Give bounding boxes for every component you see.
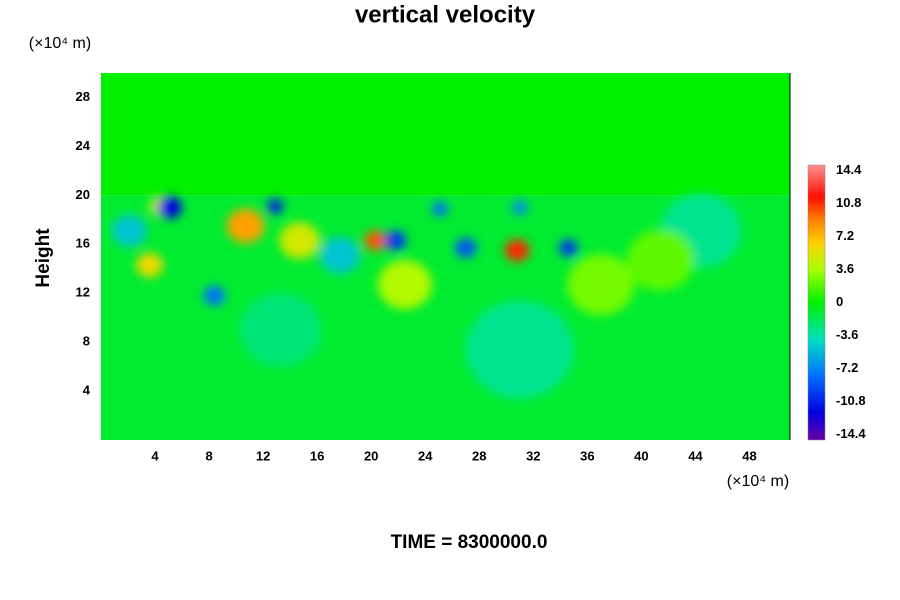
field-layer [101,73,790,196]
x-tick-label: 44 [688,448,703,463]
x-tick-label: 8 [205,448,212,463]
field-feature [567,254,635,316]
y-tick-label: 24 [76,138,91,153]
field-feature [364,230,387,251]
colorbar-tick-label: 10.8 [836,195,861,210]
field-features [111,194,742,399]
x-tick-label: 28 [472,448,486,463]
x-tick-label: 16 [310,448,324,463]
colorbar-tick-label: -3.6 [836,327,858,342]
y-tick-label: 8 [83,334,90,349]
colorbar-tick-label: 0 [836,294,843,309]
field-feature [626,229,695,291]
y-tick-label: 12 [76,285,90,300]
chart-title: vertical velocity [355,1,536,28]
field [101,73,790,440]
x-tick-label: 12 [256,448,270,463]
colorbar [807,164,826,441]
field-feature [319,236,361,274]
y-tick-label: 20 [76,187,90,202]
field-feature [136,252,164,278]
field-feature [203,285,226,306]
field-feature [511,200,528,215]
field-feature [157,196,183,219]
x-tick-label: 48 [742,448,756,463]
colorbar-tick-label: 14.4 [836,162,862,177]
field-feature [558,239,578,257]
field-feature [454,238,477,258]
colorbar-tick-label: -7.2 [836,360,858,375]
field-feature [279,222,320,259]
y-tick-label: 16 [76,236,90,251]
x-tick-label: 24 [418,448,433,463]
field-feature [111,214,147,247]
y-unit: (×10⁴ m) [29,35,91,52]
x-unit: (×10⁴ m) [727,473,789,490]
field-feature [384,230,407,251]
x-tick-label: 4 [151,448,159,463]
x-tick-label: 36 [580,448,594,463]
x-tick-label: 20 [364,448,378,463]
field-feature [267,199,284,214]
footer: TIME = 8300000.0 [391,532,548,553]
field-feature [240,293,322,367]
field-feature [377,260,432,310]
field-feature [431,201,449,217]
colorbar-tick-label: -14.4 [836,426,866,441]
field-feature [226,208,265,244]
colorbar-tick-label: 7.2 [836,228,854,243]
x-tick-label: 32 [526,448,540,463]
colorbar-tick-label: 3.6 [836,261,854,276]
y-tick-label: 4 [83,383,91,398]
y-axis-label: Height [33,228,54,288]
field-feature [465,300,574,399]
x-tick-label: 40 [634,448,648,463]
field-feature [504,239,530,262]
colorbar-tick-label: -10.8 [836,393,866,408]
y-tick-label: 28 [76,89,90,104]
